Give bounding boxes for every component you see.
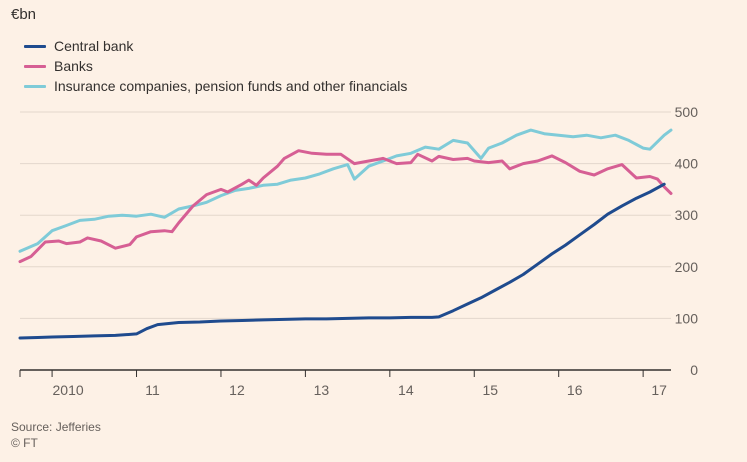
legend-label-banks: Banks (54, 58, 93, 74)
legend-item-central-bank: Central bank (24, 36, 407, 56)
x-tick-label-11: 11 (145, 382, 160, 398)
x-tick-label-13: 13 (314, 382, 330, 398)
series-line-central-bank (18, 182, 666, 340)
y-tick-label-500: 500 (675, 104, 699, 120)
x-tick-label-14: 14 (398, 382, 414, 398)
y-tick-label-200: 200 (675, 259, 699, 275)
x-tick-label-16: 16 (567, 382, 583, 398)
x-tick-label-17: 17 (651, 382, 667, 398)
y-tick-label-0: 0 (690, 362, 698, 378)
y-tick-label-100: 100 (675, 310, 699, 326)
series-line-banks (18, 149, 673, 264)
x-tick-label-2010: 2010 (53, 382, 84, 398)
series-line-insurance (18, 128, 673, 253)
legend-label-central-bank: Central bank (54, 38, 134, 54)
legend-item-banks: Banks (24, 56, 407, 76)
y-unit-label: €bn (11, 6, 37, 23)
y-axis-labels: 0 100 200 300 400 500 (675, 104, 699, 378)
y-tick-label-400: 400 (675, 156, 699, 172)
series-lines (18, 128, 673, 340)
y-tick-label-300: 300 (675, 207, 699, 223)
legend-swatch-central-bank (24, 44, 46, 48)
x-axis (19, 369, 671, 377)
x-tick-label-12: 12 (229, 382, 245, 398)
legend: Central bank Banks Insurance companies, … (24, 36, 407, 96)
x-tick-label-15: 15 (482, 382, 498, 398)
copyright-note: © FT (11, 436, 38, 450)
line-chart: 0 100 200 300 400 500 2010 11 12 13 14 15 16 17 (18, 104, 699, 398)
legend-item-insurance: Insurance companies, pension funds and o… (24, 76, 407, 96)
x-axis-labels: 2010 11 12 13 14 15 16 17 (53, 382, 668, 398)
legend-label-insurance: Insurance companies, pension funds and o… (54, 78, 408, 94)
footer: Source: Jefferies © FT (11, 419, 101, 451)
legend-swatch-banks (24, 64, 46, 68)
source-note: Source: Jefferies (11, 420, 101, 434)
legend-swatch-insurance (24, 84, 46, 88)
